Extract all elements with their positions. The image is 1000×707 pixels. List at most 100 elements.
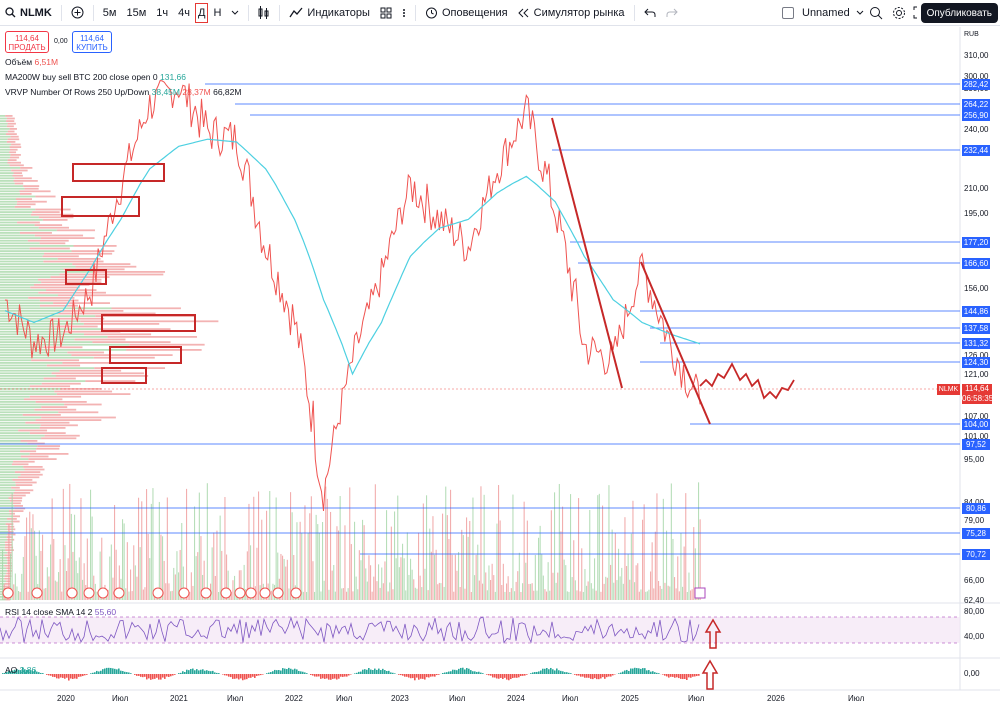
profile-bar-down: [23, 398, 63, 401]
volume-bar: [424, 568, 426, 600]
volume-bar: [430, 551, 432, 600]
up-arrow[interactable]: [701, 659, 719, 690]
timeframe-dropdown[interactable]: [226, 0, 244, 26]
annotation-box[interactable]: [72, 163, 165, 182]
volume-legend[interactable]: Объём 6,51M: [5, 57, 58, 67]
redo-button[interactable]: [661, 0, 683, 26]
annotation-arrows[interactable]: [701, 618, 722, 690]
earnings-marker-icon[interactable]: [152, 587, 164, 599]
volume-bar: [166, 497, 168, 600]
profile-bar-up: [0, 460, 14, 463]
replay-button[interactable]: Симулятор рынка: [513, 0, 630, 26]
trend-line[interactable]: [640, 261, 711, 425]
ma-legend[interactable]: MA200W buy sell BTC 200 close open 0 131…: [5, 72, 186, 82]
profile-bar-up: [0, 356, 94, 359]
quick-search-button[interactable]: [864, 0, 888, 26]
ao-bar: [234, 674, 236, 679]
sell-button[interactable]: 114,64 ПРОДАТЬ: [5, 31, 49, 53]
volume-bar: [526, 520, 528, 600]
buy-button[interactable]: 114,64 КУПИТЬ: [72, 31, 112, 53]
annotation-box[interactable]: [101, 367, 147, 384]
rsi-legend[interactable]: RSI 14 close SMA 14 2 55,60: [5, 607, 116, 617]
forecast-path[interactable]: [699, 362, 795, 400]
profile-bar-up: [0, 247, 30, 250]
volume-bar: [576, 590, 578, 600]
earnings-marker-icon[interactable]: [113, 587, 125, 599]
ao-legend[interactable]: AO 3,86: [5, 665, 36, 675]
layout-name-button[interactable]: Unnamed: [777, 0, 869, 26]
timeframe-1h[interactable]: 1ч: [156, 6, 169, 19]
undo-button[interactable]: [639, 0, 661, 26]
symbol-search[interactable]: NLMK: [0, 0, 57, 26]
ao-bar: [586, 674, 588, 678]
timeframe-4h[interactable]: 4ч: [178, 6, 190, 19]
ao-bar: [266, 673, 268, 674]
timeframe-15m[interactable]: 15м: [126, 6, 147, 19]
earnings-marker-icon[interactable]: [200, 587, 212, 599]
volume-bar: [181, 523, 183, 600]
more-menu-button[interactable]: [397, 0, 411, 26]
earnings-marker-icon[interactable]: [234, 587, 246, 599]
volume-bar: [10, 553, 12, 600]
earnings-marker-icon[interactable]: [31, 587, 43, 599]
buy-label: КУПИТЬ: [76, 43, 108, 52]
timeframe-5m[interactable]: 5м: [102, 6, 117, 19]
profile-bar-down: [5, 523, 14, 525]
profile-bar-down: [56, 229, 96, 232]
earnings-marker-icon[interactable]: [290, 587, 302, 599]
ao-bar: [464, 669, 466, 674]
layout-checkbox[interactable]: [782, 6, 794, 19]
earnings-markers[interactable]: [2, 587, 706, 599]
indicators-button[interactable]: Индикаторы: [284, 0, 375, 26]
volume-bar: [402, 543, 404, 600]
up-arrow[interactable]: [704, 618, 722, 649]
ao-bar: [300, 671, 302, 674]
profile-bar-down: [35, 401, 87, 403]
annotation-box[interactable]: [109, 346, 182, 364]
settings-button[interactable]: [887, 0, 911, 26]
annotation-box[interactable]: [65, 269, 107, 285]
volume-bar: [584, 569, 586, 600]
timeframe-day[interactable]: Д: [195, 2, 209, 23]
profile-bar-up: [0, 432, 30, 434]
ao-bar: [118, 668, 120, 674]
templates-button[interactable]: [375, 0, 397, 26]
earnings-marker-icon[interactable]: [259, 587, 271, 599]
ao-bar: [306, 673, 308, 674]
annotation-box[interactable]: [101, 314, 196, 332]
vrvp-legend[interactable]: VRVP Number Of Rows 250 Up/Down 38,45M 2…: [5, 87, 241, 97]
ao-bar: [28, 669, 30, 674]
earnings-upcoming-icon[interactable]: [694, 587, 706, 599]
publish-button[interactable]: Опубликовать: [920, 3, 998, 23]
earnings-marker-icon[interactable]: [272, 587, 284, 599]
earnings-marker-icon[interactable]: [66, 587, 78, 599]
profile-bar-up: [0, 463, 12, 466]
ao-bar: [578, 674, 580, 676]
earnings-marker-icon[interactable]: [245, 587, 257, 599]
trend-line[interactable]: [551, 117, 623, 389]
ao-bar: [698, 674, 700, 676]
volume-legend-value: 6,51M: [34, 57, 59, 67]
profile-bar-up: [0, 273, 60, 276]
earnings-marker-icon[interactable]: [97, 587, 109, 599]
profile-bar-down: [40, 237, 95, 239]
earnings-marker-icon[interactable]: [2, 587, 14, 599]
ao-bar: [282, 668, 284, 674]
earnings-marker-icon[interactable]: [83, 587, 95, 599]
profile-bar-up: [0, 523, 6, 525]
annotation-boxes[interactable]: [61, 163, 196, 384]
profile-bar-down: [14, 206, 31, 208]
ao-bar: [54, 674, 56, 678]
annotation-box[interactable]: [61, 196, 140, 217]
earnings-marker-icon[interactable]: [178, 587, 190, 599]
compare-add-button[interactable]: [66, 0, 89, 26]
volume-bar: [442, 513, 444, 600]
ao-bar: [294, 668, 296, 674]
volume-legend-label: Объём: [5, 57, 33, 67]
earnings-marker-icon[interactable]: [220, 587, 232, 599]
chart-type-button[interactable]: [253, 0, 275, 26]
volume-bar: [331, 570, 333, 600]
timeframe-week[interactable]: Н: [213, 6, 222, 19]
alerts-button[interactable]: Оповещения: [420, 0, 513, 26]
